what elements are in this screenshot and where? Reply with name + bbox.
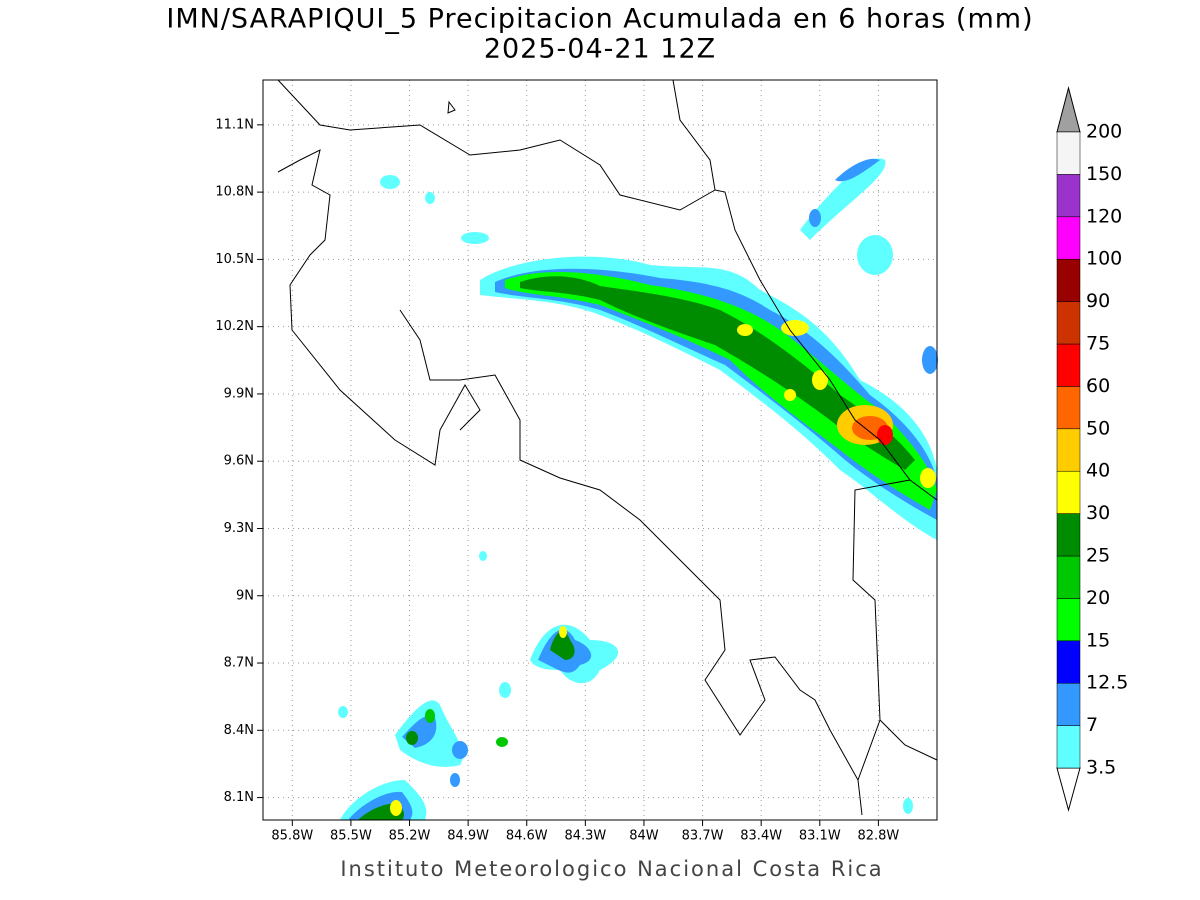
colorbar-segment (1056, 216, 1081, 260)
colorbar-label: 90 (1086, 290, 1110, 312)
colorbar-segment (1056, 301, 1081, 345)
colorbar-under (1056, 767, 1081, 812)
subtitle: 2025-04-21 12Z (484, 34, 716, 65)
colorbar-segment (1056, 470, 1081, 514)
colorbar-label: 3.5 (1086, 757, 1116, 779)
panama-border (852, 479, 911, 781)
x-tick-label: 85.2W (389, 829, 431, 844)
colorbar-segment (1056, 640, 1081, 684)
x-tick-label: 83.4W (740, 829, 782, 844)
x-tick-label: 85.8W (271, 829, 313, 844)
colorbar-segment (1056, 343, 1081, 387)
coastlines (277, 79, 938, 816)
panama-coast (879, 719, 938, 761)
colorbar-segment (1056, 598, 1081, 642)
colorbar-segment (1056, 725, 1081, 769)
colorbar-segment (1056, 555, 1081, 599)
y-tick-label: 11.1N (215, 117, 254, 132)
colorbar-segment (1056, 258, 1081, 302)
x-tick-label: 84.6W (506, 829, 548, 844)
colorbar-segment (1056, 428, 1081, 472)
colorbar-label: 150 (1086, 163, 1122, 185)
x-tick-label: 83.1W (799, 829, 841, 844)
gulf-coast (399, 309, 863, 816)
colorbar-segment (1056, 513, 1081, 557)
y-tick-label: 10.8N (215, 185, 254, 200)
colorbar: 3.5 7 12.5 15 20 25 30 40 50 60 75 90 100 120 150 200 (1056, 86, 1128, 812)
colorbar-segment (1056, 174, 1081, 218)
pacific-coast (277, 149, 481, 466)
colorbar-segment (1056, 386, 1081, 430)
y-tick-label: 10.2N (215, 319, 254, 334)
colorbar-label: 100 (1086, 248, 1122, 270)
colorbar-label: 7 (1086, 714, 1098, 736)
colorbar-label: 75 (1086, 333, 1110, 355)
x-tick-label: 85.5W (330, 829, 372, 844)
map-frame (262, 79, 938, 821)
colorbar-label: 60 (1086, 375, 1110, 397)
axes: 85.8W 85.5W 85.2W 84.9W 84.6W 84.3W 84W 83.7W 83… (215, 117, 899, 843)
colorbar-label: 200 (1086, 121, 1122, 143)
precipitation-field (338, 158, 938, 820)
x-tick-label: 82.8W (857, 829, 899, 844)
title: IMN/SARAPIQUI_5 Precipitacion Acumulada … (166, 4, 1033, 35)
colorbar-label: 12.5 (1086, 672, 1128, 694)
colorbar-segment (1056, 682, 1081, 726)
x-tick-label: 84.3W (564, 829, 606, 844)
y-tick-label: 9N (236, 588, 254, 603)
colorbar-label: 50 (1086, 417, 1110, 439)
colorbar-label: 30 (1086, 502, 1110, 524)
colorbar-segment (1056, 131, 1081, 175)
x-tick-label: 84W (629, 829, 659, 844)
y-tick-label: 8.1N (224, 790, 254, 805)
y-tick-label: 9.6N (224, 454, 254, 469)
y-tick-label: 8.7N (224, 656, 254, 671)
x-tick-label: 84.9W (447, 829, 489, 844)
rain-cells (338, 158, 938, 820)
footer: Instituto Meteorologico Nacional Costa R… (340, 857, 883, 881)
colorbar-label: 20 (1086, 587, 1110, 609)
y-tick-label: 8.4N (224, 723, 254, 738)
y-tick-label: 9.9N (224, 386, 254, 401)
colorbar-label: 120 (1086, 205, 1122, 227)
nicaragua-border (277, 79, 716, 211)
island (447, 100, 456, 114)
colorbar-over (1056, 86, 1081, 133)
y-tick-label: 10.5N (215, 252, 254, 267)
colorbar-label: 40 (1086, 460, 1110, 482)
caribbean-coast (672, 79, 938, 501)
colorbar-label: 25 (1086, 545, 1110, 567)
x-tick-label: 83.7W (682, 829, 724, 844)
rain-band (480, 256, 937, 540)
y-tick-label: 9.3N (224, 521, 254, 536)
colorbar-label: 15 (1086, 629, 1110, 651)
